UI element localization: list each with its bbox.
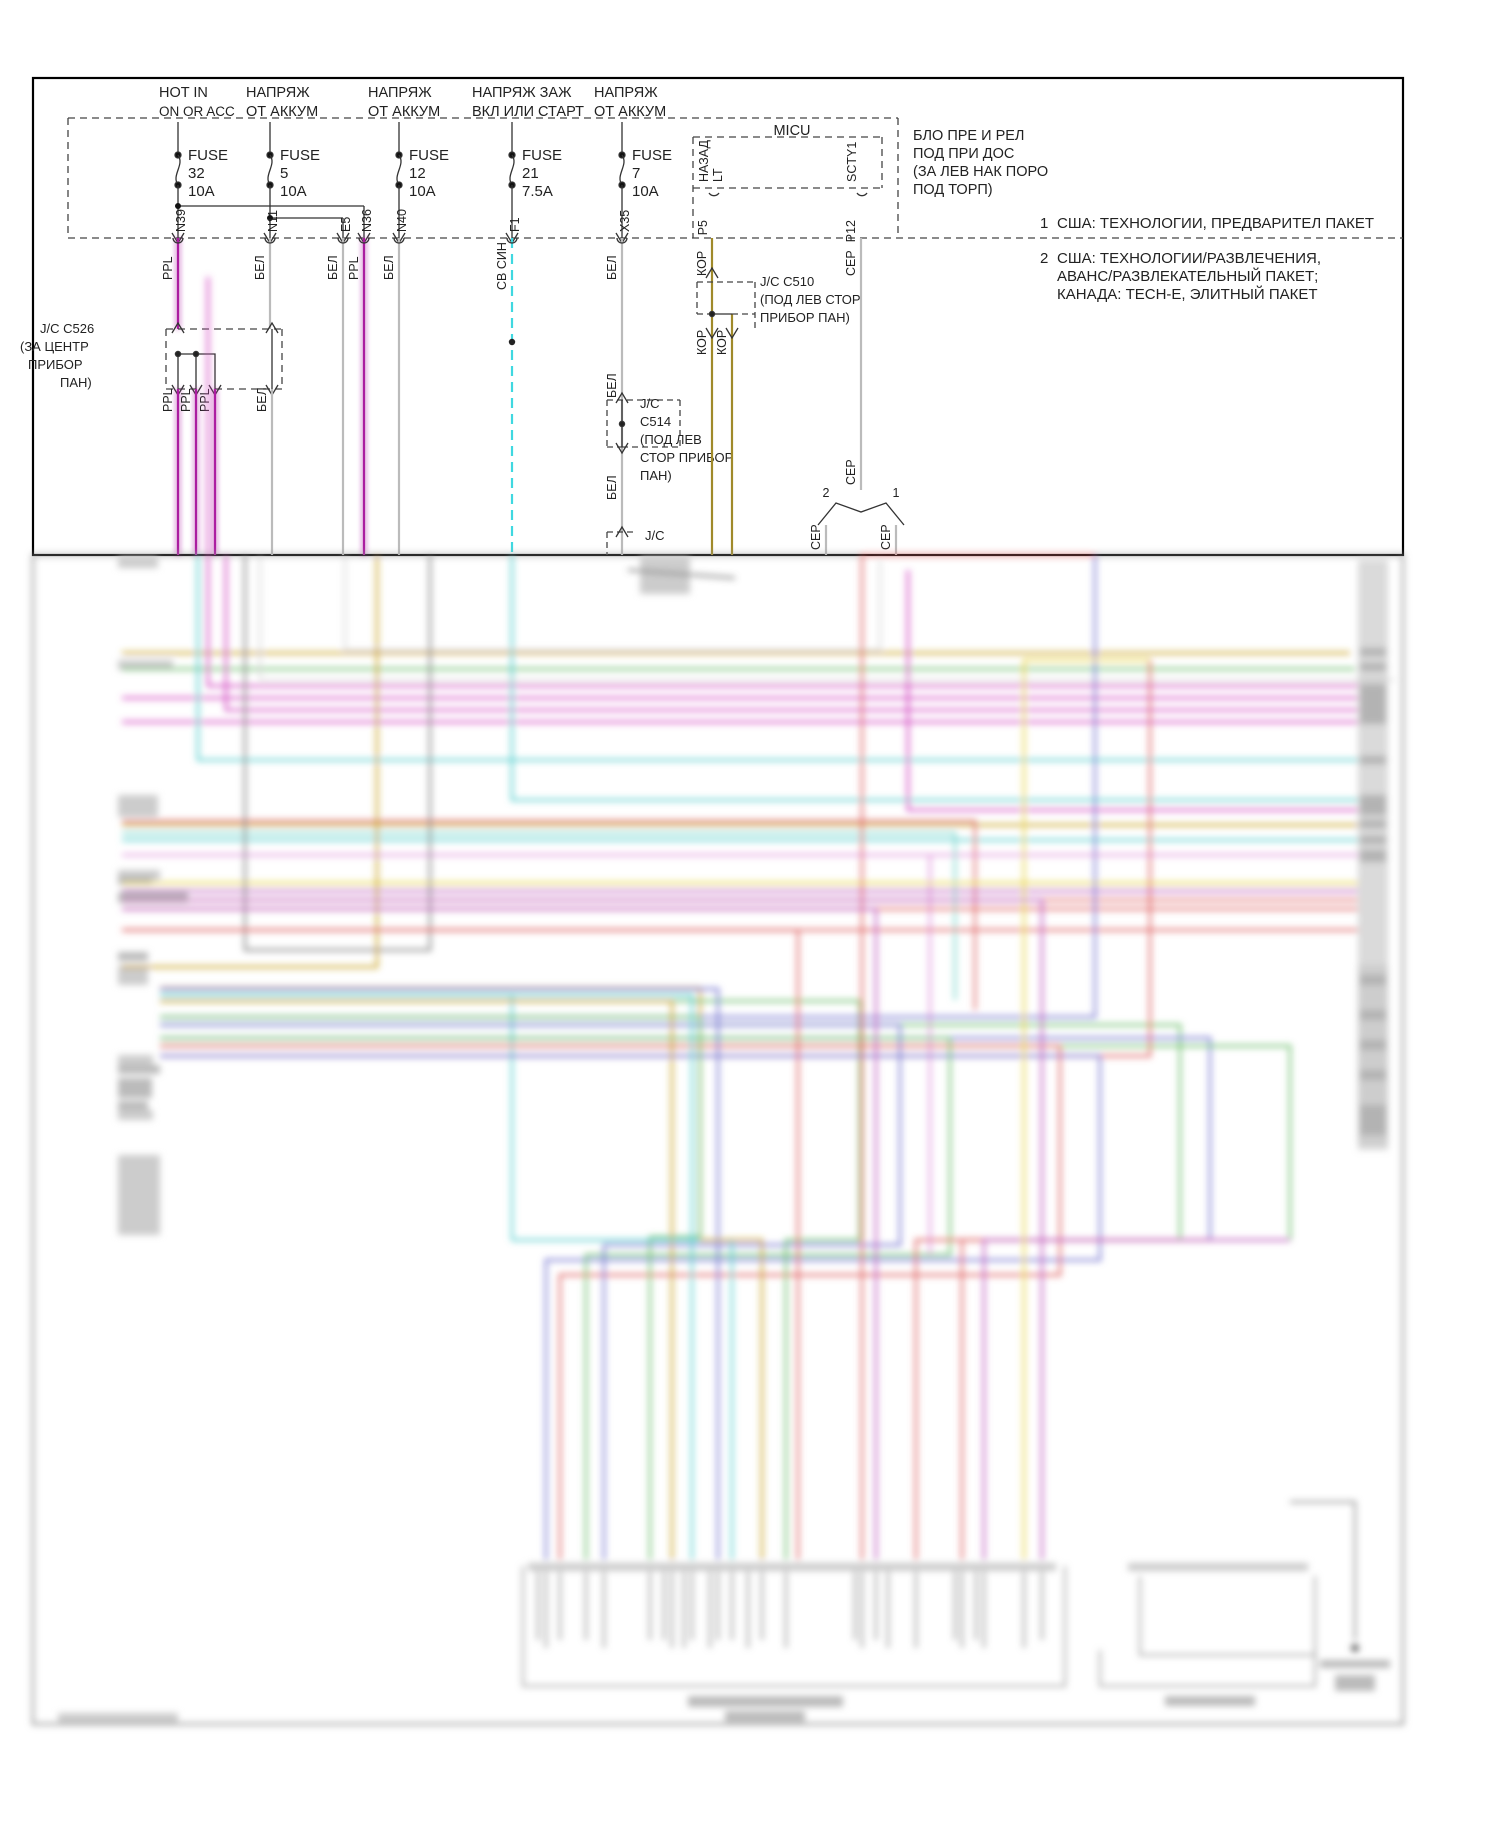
svg-text:НАПРЯЖ: НАПРЯЖ	[246, 85, 310, 101]
svg-text:J/C C526: J/C C526	[40, 321, 94, 336]
svg-text:FUSE: FUSE	[188, 147, 228, 164]
svg-text:HOT IN: HOT IN	[159, 85, 208, 101]
svg-text:ПАН): ПАН)	[640, 468, 672, 483]
svg-text:АВАНС/РАЗВЛЕКАТЕЛЬНЫЙ ПАКЕТ;: АВАНС/РАЗВЛЕКАТЕЛЬНЫЙ ПАКЕТ;	[1057, 267, 1318, 285]
svg-text:ПАН): ПАН)	[60, 375, 92, 390]
svg-text:СЕР: СЕР	[844, 250, 858, 276]
svg-text:PPL: PPL	[161, 256, 175, 280]
svg-text:КОР: КОР	[695, 251, 709, 276]
svg-text:10A: 10A	[188, 183, 215, 200]
svg-text:PPL: PPL	[347, 256, 361, 280]
svg-text:SCTY1: SCTY1	[845, 142, 859, 182]
svg-text:КАНАДА: ТЕСН-Е, ЭЛИТНЫЙ ПАКЕТ: КАНАДА: ТЕСН-Е, ЭЛИТНЫЙ ПАКЕТ	[1057, 285, 1318, 303]
svg-text:N11: N11	[266, 210, 280, 232]
svg-text:ПОД ПРИ ДОС: ПОД ПРИ ДОС	[913, 146, 1014, 162]
svg-text:LT: LT	[711, 168, 725, 182]
svg-text:ОТ АККУМ: ОТ АККУМ	[594, 104, 666, 120]
svg-text:32: 32	[188, 165, 205, 182]
svg-text:БЕЛ: БЕЛ	[382, 255, 396, 280]
svg-text:(ПОД ЛЕВ СТОР: (ПОД ЛЕВ СТОР	[760, 292, 861, 307]
svg-text:БЕЛ: БЕЛ	[326, 255, 340, 280]
svg-text:J/C C510: J/C C510	[760, 274, 814, 289]
svg-text:ON OR ACC: ON OR ACC	[159, 104, 235, 119]
svg-text:НАПРЯЖ: НАПРЯЖ	[368, 85, 432, 101]
svg-text:10A: 10A	[632, 183, 659, 200]
svg-text:БЛО ПРЕ И РЕЛ: БЛО ПРЕ И РЕЛ	[913, 128, 1024, 144]
svg-text:БЕЛ: БЕЛ	[605, 475, 619, 500]
svg-text:ОТ АККУМ: ОТ АККУМ	[246, 104, 318, 120]
svg-text:PPL: PPL	[198, 388, 212, 412]
svg-text:5: 5	[280, 165, 288, 182]
svg-text:FUSE: FUSE	[632, 147, 672, 164]
svg-text:21: 21	[522, 165, 539, 182]
svg-text:СЕР: СЕР	[809, 524, 823, 550]
svg-text:ПРИБОР ПАН): ПРИБОР ПАН)	[760, 310, 850, 325]
svg-text:J/C: J/C	[640, 396, 660, 411]
svg-text:США: ТЕХНОЛОГИИ, ПРЕДВАРИТЕЛ П: США: ТЕХНОЛОГИИ, ПРЕДВАРИТЕЛ ПАКЕТ	[1057, 215, 1374, 232]
svg-text:НАПРЯЖ ЗАЖ: НАПРЯЖ ЗАЖ	[472, 85, 572, 101]
svg-text:2: 2	[823, 486, 830, 500]
svg-text:СЕР: СЕР	[879, 524, 893, 550]
svg-text:J/C: J/C	[645, 528, 665, 543]
svg-text:C514: C514	[640, 414, 671, 429]
svg-text:1: 1	[1040, 215, 1048, 232]
svg-text:БЕЛ: БЕЛ	[605, 255, 619, 280]
svg-text:НАЗАД: НАЗАД	[697, 139, 711, 182]
svg-text:N40: N40	[395, 209, 409, 232]
svg-text:(ЗА ЦЕНТР: (ЗА ЦЕНТР	[20, 339, 89, 354]
svg-text:PPL: PPL	[161, 388, 175, 412]
svg-text:X35: X35	[618, 210, 632, 232]
svg-text:ПОД ТОРП): ПОД ТОРП)	[913, 182, 993, 198]
svg-text:PPL: PPL	[179, 388, 193, 412]
svg-text:7: 7	[632, 165, 640, 182]
svg-text:2: 2	[1040, 250, 1048, 267]
svg-text:БЕЛ: БЕЛ	[605, 373, 619, 398]
svg-text:СВ СИН: СВ СИН	[495, 242, 509, 290]
svg-text:НАПРЯЖ: НАПРЯЖ	[594, 85, 658, 101]
svg-text:БЕЛ: БЕЛ	[255, 387, 269, 412]
svg-text:FUSE: FUSE	[280, 147, 320, 164]
svg-text:СТОР ПРИБОР: СТОР ПРИБОР	[640, 450, 733, 465]
svg-text:1: 1	[893, 486, 900, 500]
svg-text:КОР: КОР	[715, 330, 729, 355]
svg-text:FUSE: FUSE	[522, 147, 562, 164]
svg-text:7.5A: 7.5A	[522, 183, 553, 200]
svg-text:P12: P12	[844, 220, 858, 242]
svg-text:F1: F1	[508, 217, 522, 232]
svg-text:P5: P5	[696, 220, 710, 235]
svg-text:СЕР: СЕР	[844, 459, 858, 485]
svg-text:10A: 10A	[280, 183, 307, 200]
svg-text:N39: N39	[174, 209, 188, 232]
svg-text:КОР: КОР	[695, 330, 709, 355]
svg-text:(ПОД ЛЕВ: (ПОД ЛЕВ	[640, 432, 702, 447]
svg-text:N36: N36	[360, 209, 374, 232]
svg-text:FUSE: FUSE	[409, 147, 449, 164]
svg-text:12: 12	[409, 165, 426, 182]
svg-text:США: ТЕХНОЛОГИИ/РАЗВЛЕЧЕНИЯ,: США: ТЕХНОЛОГИИ/РАЗВЛЕЧЕНИЯ,	[1057, 250, 1321, 267]
svg-text:10A: 10A	[409, 183, 436, 200]
svg-text:ПРИБОР: ПРИБОР	[28, 357, 83, 372]
svg-text:БЕЛ: БЕЛ	[253, 255, 267, 280]
svg-text:E5: E5	[339, 217, 353, 232]
svg-text:(ЗА ЛЕВ НАК ПОРО: (ЗА ЛЕВ НАК ПОРО	[913, 164, 1048, 180]
